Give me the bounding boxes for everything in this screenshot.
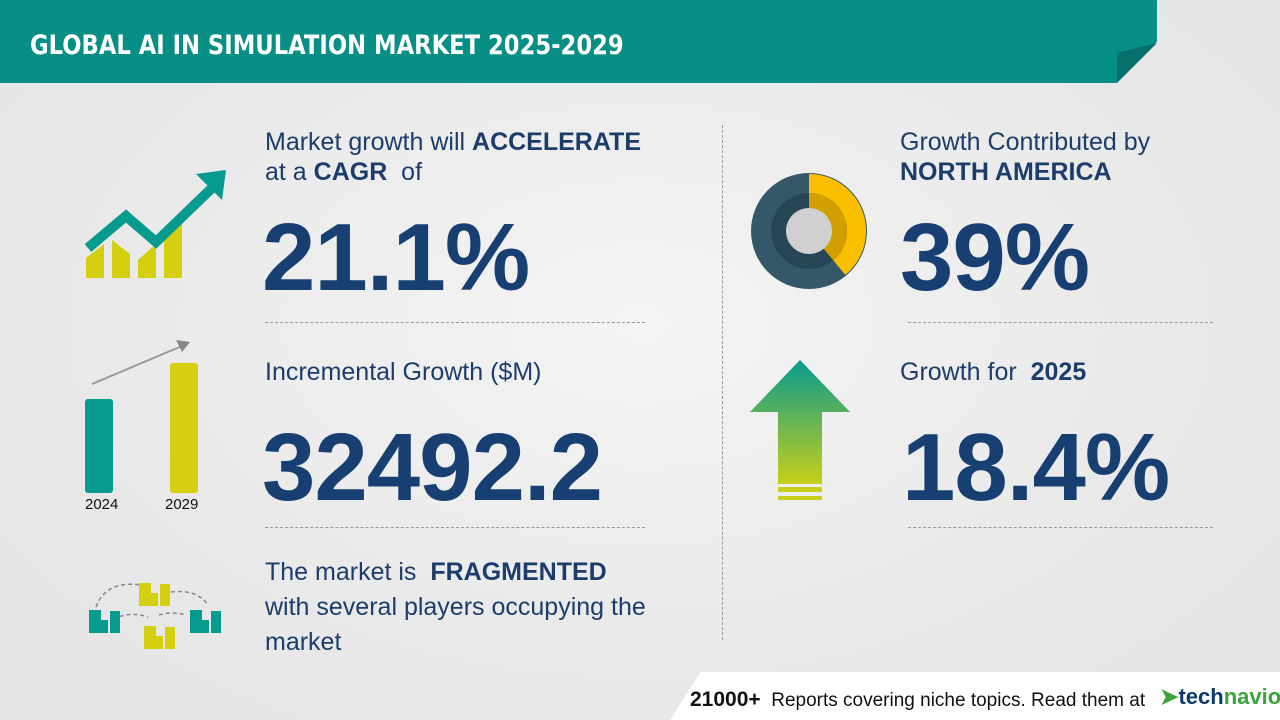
divider bbox=[908, 322, 1213, 323]
incremental-value: 32492.2 bbox=[262, 414, 603, 521]
divider bbox=[265, 322, 645, 323]
fragmented-line3: market bbox=[265, 628, 342, 656]
fragmented-line1: The market is FRAGMENTED bbox=[265, 558, 607, 587]
cagr-line1-text: Market growth will bbox=[265, 128, 466, 156]
fragmented-bold: FRAGMENTED bbox=[430, 558, 607, 586]
incremental-label: Incremental Growth ($M) bbox=[265, 358, 542, 386]
growth-year-value: 18.4% bbox=[902, 414, 1170, 521]
bar-comparison-icon bbox=[85, 340, 198, 493]
footer-bar bbox=[670, 672, 1280, 720]
cagr-line2-text: at a bbox=[265, 158, 307, 186]
logo-navio: navio bbox=[1223, 684, 1280, 709]
logo-tech: tech bbox=[1178, 684, 1224, 709]
vertical-divider bbox=[722, 125, 723, 640]
buildings-network-icon bbox=[89, 583, 221, 649]
year-2029-label: 2029 bbox=[165, 496, 199, 513]
footer-text: 21000+ Reports covering niche topics. Re… bbox=[690, 688, 1145, 712]
growth-year-label: Growth for bbox=[900, 358, 1017, 386]
cagr-bold: CAGR bbox=[313, 158, 388, 186]
region-label: Growth Contributed by bbox=[900, 128, 1151, 156]
accelerate-text: ACCELERATE bbox=[472, 128, 641, 156]
technavio-logo[interactable]: ➤technavio bbox=[1160, 684, 1280, 710]
title-banner bbox=[0, 0, 1157, 83]
cagr-of: of bbox=[401, 158, 423, 186]
page-title: GLOBAL AI IN SIMULATION MARKET 2025-2029 bbox=[30, 30, 624, 61]
fragmented-prefix: The market is bbox=[265, 558, 417, 586]
region-value: 39% bbox=[900, 204, 1090, 311]
cagr-value: 21.1% bbox=[262, 204, 530, 311]
year-2024-label: 2024 bbox=[85, 496, 119, 513]
fragmented-line2: with several players occupying the bbox=[265, 593, 646, 621]
growth-chart-icon bbox=[84, 170, 226, 278]
cagr-line1: Market growth will ACCELERATE bbox=[265, 128, 641, 157]
logo-mark-icon: ➤ bbox=[1160, 684, 1179, 709]
up-arrow-icon bbox=[750, 360, 850, 500]
report-count: 21000+ bbox=[690, 688, 761, 711]
region-name: NORTH AMERICA bbox=[900, 158, 1112, 186]
divider bbox=[265, 527, 645, 528]
growth-year-line: Growth for 2025 bbox=[900, 358, 1086, 387]
growth-year: 2025 bbox=[1030, 358, 1087, 386]
cagr-line2: at a CAGR of bbox=[265, 158, 422, 187]
footer-message: Reports covering niche topics. Read them… bbox=[771, 690, 1146, 711]
divider bbox=[908, 527, 1213, 528]
region-donut-icon bbox=[751, 173, 867, 289]
